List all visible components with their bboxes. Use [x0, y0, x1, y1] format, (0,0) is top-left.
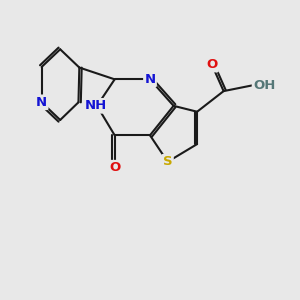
Text: N: N — [36, 96, 47, 109]
Text: O: O — [206, 58, 218, 71]
Text: O: O — [109, 161, 120, 174]
Text: N: N — [144, 73, 156, 86]
Text: NH: NH — [84, 99, 107, 112]
Text: OH: OH — [253, 79, 275, 92]
Text: S: S — [163, 155, 172, 168]
